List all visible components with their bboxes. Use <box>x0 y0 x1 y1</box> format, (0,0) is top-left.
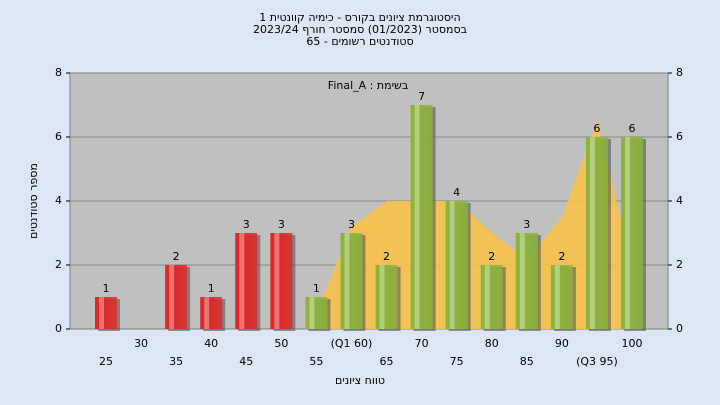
y2-tick-label: 6 <box>676 130 683 143</box>
bar-highlight <box>554 265 560 329</box>
data-label: 6 <box>629 122 636 135</box>
data-label: 2 <box>488 250 495 263</box>
data-label: 2 <box>383 250 390 263</box>
x-tick-label: 45 <box>239 355 253 368</box>
x-axis-label: טווח ציונים <box>335 374 385 387</box>
bar <box>480 265 503 329</box>
y2-tick-label: 2 <box>676 258 683 271</box>
x-tick-label: (Q3 95) <box>576 355 618 368</box>
chart-title: היסטוגרמת ציונים בקורס - כימיה קוונטית 1 <box>259 11 460 24</box>
x-tick-label: (Q1 60) <box>331 337 373 350</box>
bar <box>550 265 573 329</box>
x-tick-label: 35 <box>169 355 183 368</box>
bar <box>445 201 468 329</box>
x-tick-label: 40 <box>204 337 218 350</box>
x-tick-label: 90 <box>555 337 569 350</box>
y-tick-label: 0 <box>55 322 62 335</box>
bar <box>200 297 223 329</box>
y-axis-label: מספר סטודנטים <box>27 163 40 239</box>
data-label: 2 <box>558 250 565 263</box>
data-label: 1 <box>313 282 320 295</box>
bar <box>235 233 258 329</box>
bar <box>585 137 608 329</box>
bar-highlight <box>344 233 350 329</box>
bar <box>515 233 538 329</box>
bar-highlight <box>169 265 175 329</box>
x-tick-label: 100 <box>622 337 643 350</box>
chart-subtitle: בסמסטר (01/2023) סמסטר חורף 2023/24 <box>253 23 467 36</box>
x-tick-label: 25 <box>99 355 113 368</box>
x-tick-label: 30 <box>134 337 148 350</box>
bar <box>375 265 398 329</box>
data-label: 1 <box>208 282 215 295</box>
x-tick-label: 55 <box>309 355 323 368</box>
bar-highlight <box>379 265 385 329</box>
x-tick-label: 70 <box>415 337 429 350</box>
bar-highlight <box>414 105 420 329</box>
data-label: 4 <box>453 186 460 199</box>
data-label: 7 <box>418 90 425 103</box>
data-label: 3 <box>348 218 355 231</box>
bar <box>95 297 117 329</box>
y-tick-label: 2 <box>55 258 62 271</box>
bar-highlight <box>204 297 210 329</box>
data-label: 2 <box>173 250 180 263</box>
x-tick-label: 80 <box>485 337 499 350</box>
bar-highlight <box>449 201 455 329</box>
x-tick-label: 65 <box>380 355 394 368</box>
data-label: 1 <box>103 282 110 295</box>
bar-highlight <box>625 137 630 329</box>
bar <box>621 137 643 329</box>
y-tick-label: 6 <box>55 130 62 143</box>
y-tick-label: 4 <box>55 194 62 207</box>
y2-tick-label: 8 <box>676 66 683 79</box>
bar <box>270 233 293 329</box>
data-label: 3 <box>523 218 530 231</box>
y-tick-label: 8 <box>55 66 62 79</box>
data-label: 3 <box>243 218 250 231</box>
y2-tick-label: 0 <box>676 322 683 335</box>
x-tick-label: 50 <box>274 337 288 350</box>
bar <box>410 105 433 329</box>
bar-highlight <box>274 233 280 329</box>
annotation: Final_A : בשימת <box>328 79 408 92</box>
bar-highlight <box>99 297 104 329</box>
bar <box>305 297 328 329</box>
chart-subtitle: סטודנטים רשומים - 65 <box>306 35 413 48</box>
data-label: 3 <box>278 218 285 231</box>
data-label: 6 <box>593 122 600 135</box>
bar-highlight <box>239 233 245 329</box>
x-tick-label: 85 <box>520 355 534 368</box>
bar-highlight <box>519 233 525 329</box>
bar-highlight <box>589 137 595 329</box>
bar-highlight <box>309 297 315 329</box>
bar-highlight <box>484 265 490 329</box>
x-tick-label: 75 <box>450 355 464 368</box>
bar <box>340 233 363 329</box>
y2-tick-label: 4 <box>676 194 683 207</box>
bar <box>165 265 188 329</box>
